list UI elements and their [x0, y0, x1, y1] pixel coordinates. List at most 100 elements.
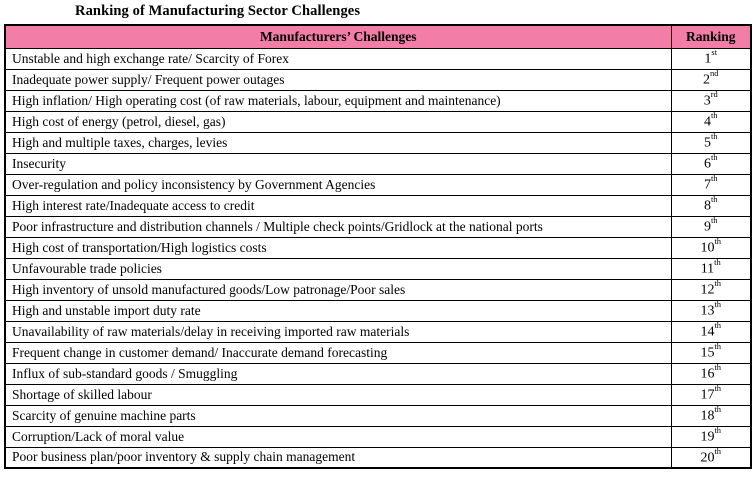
- rank-cell: 2nd: [670, 68, 752, 91]
- challenge-cell: Insecurity: [4, 152, 672, 175]
- challenge-cell: Unstable and high exchange rate/ Scarcit…: [4, 47, 672, 70]
- table-row: Poor business plan/poor inventory & supp…: [4, 446, 752, 469]
- rank-ordinal-suffix: st: [711, 48, 718, 58]
- table-row: High cost of energy (petrol, diesel, gas…: [4, 110, 752, 133]
- rank-number: 1: [704, 51, 712, 67]
- header-row: Manufacturers’ Challenges Ranking: [4, 24, 752, 49]
- challenges-column-header: Manufacturers’ Challenges: [4, 24, 672, 49]
- rank-cell: 16th: [670, 362, 752, 385]
- rank-cell: 20th: [670, 446, 752, 469]
- rank-number: 15: [700, 345, 715, 361]
- challenge-cell: Frequent change in customer demand/ Inac…: [4, 341, 672, 364]
- rank-ordinal-suffix: th: [714, 384, 722, 394]
- rank-number: 17: [700, 387, 715, 403]
- table-row: Influx of sub-standard goods / Smuggling…: [4, 362, 752, 385]
- challenge-cell: High inflation/ High operating cost (of …: [4, 89, 672, 112]
- rank-cell: 6th: [670, 152, 752, 175]
- table-row: Scarcity of genuine machine parts 18th: [4, 404, 752, 427]
- challenge-cell: High and unstable import duty rate: [4, 299, 672, 322]
- rank-ordinal-suffix: th: [714, 426, 722, 436]
- rank-cell: 14th: [670, 320, 752, 343]
- rank-number: 9: [703, 219, 711, 235]
- challenge-cell: Influx of sub-standard goods / Smuggling: [4, 362, 672, 385]
- table-row: Insecurity 6th: [4, 152, 752, 175]
- rank-number: 19: [700, 429, 715, 445]
- rank-ordinal-suffix: th: [714, 258, 721, 268]
- rank-number: 20: [700, 450, 715, 466]
- rank-cell: 12th: [670, 278, 752, 301]
- rank-cell: 11th: [670, 257, 752, 280]
- challenge-cell: High and multiple taxes, charges, levies: [4, 131, 672, 154]
- rank-cell: 3rd: [670, 89, 752, 112]
- rank-number: 13: [700, 303, 715, 319]
- table-row: Shortage of skilled labour 17th: [4, 383, 752, 406]
- rank-ordinal-suffix: th: [710, 216, 718, 226]
- rank-number: 10: [700, 240, 715, 256]
- rank-ordinal-suffix: th: [714, 300, 722, 310]
- challenge-cell: Scarcity of genuine machine parts: [4, 404, 672, 427]
- rank-cell: 5th: [670, 131, 752, 154]
- table-row: High cost of transportation/High logisti…: [4, 236, 752, 259]
- rank-number: 14: [700, 324, 715, 340]
- challenge-cell: Over-regulation and policy inconsistency…: [4, 173, 672, 196]
- table-row: High inflation/ High operating cost (of …: [4, 89, 752, 112]
- table-row: Unavailability of raw materials/delay in…: [4, 320, 752, 343]
- table-row: Poor infrastructure and distribution cha…: [4, 215, 752, 238]
- rank-ordinal-suffix: th: [710, 153, 718, 163]
- rank-cell: 10th: [670, 236, 752, 259]
- rank-number: 8: [703, 198, 711, 214]
- challenge-cell: High cost of energy (petrol, diesel, gas…: [4, 110, 672, 133]
- rank-number: 18: [700, 408, 715, 424]
- rank-ordinal-suffix: th: [710, 132, 718, 142]
- challenge-cell: High interest rate/Inadequate access to …: [4, 194, 672, 217]
- challenge-cell: Shortage of skilled labour: [4, 383, 672, 406]
- rank-ordinal-suffix: th: [714, 342, 722, 352]
- rank-ordinal-suffix: th: [710, 174, 718, 184]
- table-row: High and multiple taxes, charges, levies…: [4, 131, 752, 154]
- rank-ordinal-suffix: th: [714, 237, 722, 247]
- challenge-cell: High cost of transportation/High logisti…: [4, 236, 672, 259]
- rank-number: 6: [703, 156, 711, 172]
- rank-ordinal-suffix: nd: [710, 69, 719, 79]
- rank-number: 16: [700, 366, 715, 382]
- table-row: Over-regulation and policy inconsistency…: [4, 173, 752, 196]
- table-row: High inventory of unsold manufactured go…: [4, 278, 752, 301]
- challenge-cell: Unfavourable trade policies: [4, 257, 672, 280]
- rank-number: 2: [703, 72, 710, 88]
- challenge-cell: Unavailability of raw materials/delay in…: [4, 320, 672, 343]
- rank-number: 4: [703, 114, 711, 130]
- ranking-table: Manufacturers’ Challenges Ranking Unstab…: [4, 24, 752, 469]
- rank-ordinal-suffix: th: [714, 447, 722, 456]
- rank-cell: 17th: [670, 383, 752, 406]
- rank-number: 5: [703, 135, 711, 151]
- rank-cell: 1st: [670, 47, 752, 70]
- table-row: Inadequate power supply/ Frequent power …: [4, 68, 752, 91]
- rank-ordinal-suffix: th: [714, 363, 722, 373]
- rank-cell: 4th: [670, 110, 752, 133]
- table-row: Unstable and high exchange rate/ Scarcit…: [4, 47, 752, 70]
- challenge-cell: High inventory of unsold manufactured go…: [4, 278, 672, 301]
- rank-number: 7: [703, 177, 711, 193]
- rank-cell: 19th: [670, 425, 752, 448]
- rank-ordinal-suffix: th: [710, 195, 718, 205]
- table-body: Unstable and high exchange rate/ Scarcit…: [4, 47, 752, 469]
- rank-ordinal-suffix: th: [714, 321, 722, 331]
- rank-cell: 15th: [670, 341, 752, 364]
- rank-ordinal-suffix: th: [714, 279, 722, 289]
- table-row: Corruption/Lack of moral value 19th: [4, 425, 752, 448]
- table-row: High interest rate/Inadequate access to …: [4, 194, 752, 217]
- rank-number: 12: [700, 282, 715, 298]
- challenge-cell: Poor infrastructure and distribution cha…: [4, 215, 672, 238]
- table-row: High and unstable import duty rate 13th: [4, 299, 752, 322]
- rank-cell: 18th: [670, 404, 752, 427]
- ranking-column-header: Ranking: [670, 24, 752, 49]
- rank-cell: 8th: [670, 194, 752, 217]
- table-row: Frequent change in customer demand/ Inac…: [4, 341, 752, 364]
- challenge-cell: Inadequate power supply/ Frequent power …: [4, 68, 672, 91]
- rank-ordinal-suffix: th: [710, 111, 718, 121]
- rank-ordinal-suffix: rd: [710, 90, 718, 100]
- rank-number: 11: [700, 261, 715, 277]
- challenge-cell: Poor business plan/poor inventory & supp…: [4, 446, 672, 469]
- rank-cell: 9th: [670, 215, 752, 238]
- rank-number: 3: [703, 93, 711, 109]
